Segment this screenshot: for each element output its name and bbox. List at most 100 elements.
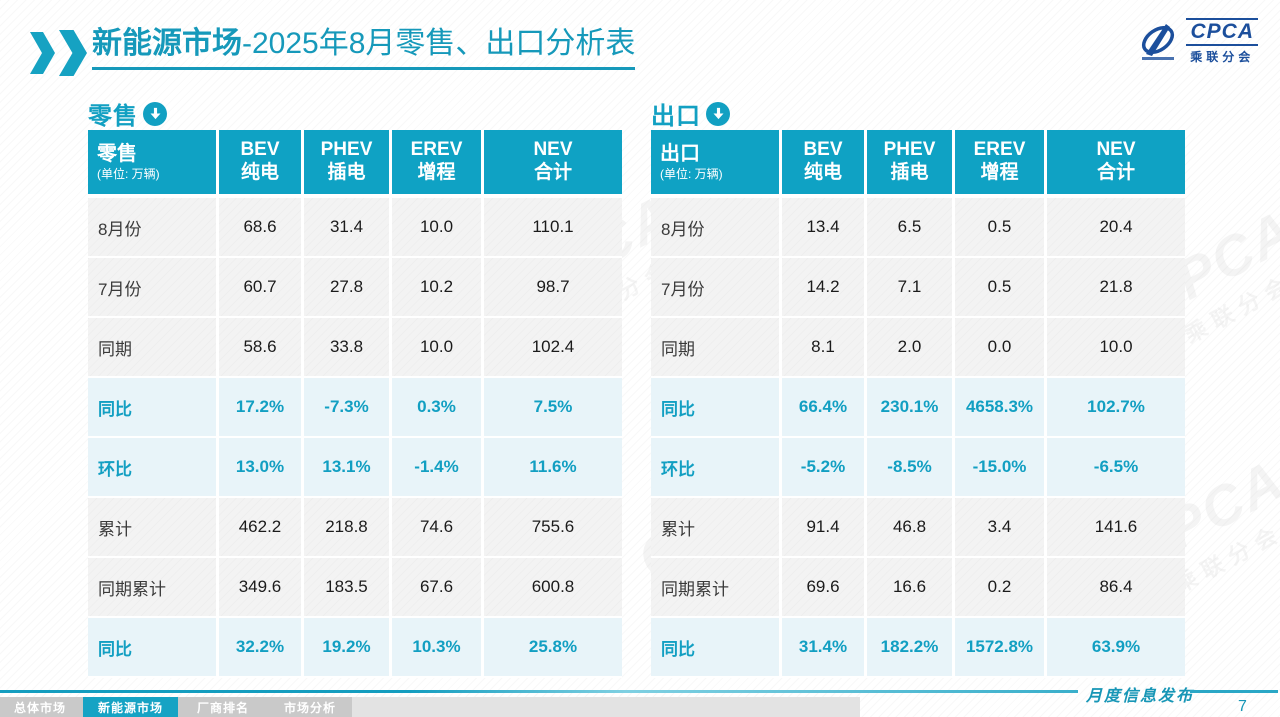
data-cell: 68.6 <box>219 198 304 258</box>
data-cell: 98.7 <box>484 258 622 318</box>
data-cell: 102.4 <box>484 318 622 378</box>
data-cell: 0.0 <box>955 318 1047 378</box>
table-row: 7月份 60.7 27.8 10.2 98.7 <box>88 258 622 318</box>
column-header: NEV 合计 <box>1047 130 1185 198</box>
row-label: 累计 <box>88 498 219 558</box>
table-row: 同比 31.4% 182.2% 1572.8% 63.9% <box>651 618 1185 678</box>
data-cell: 33.8 <box>304 318 392 378</box>
table-corner-header: 零售 (单位: 万辆) <box>88 130 219 198</box>
column-header: NEV 合计 <box>484 130 622 198</box>
column-header-line2: 增程 <box>417 162 456 183</box>
table-row: 同比 66.4% 230.1% 4658.3% 102.7% <box>651 378 1185 438</box>
row-label: 同比 <box>88 618 219 678</box>
row-label: 8月份 <box>88 198 219 258</box>
data-cell: -5.2% <box>782 438 867 498</box>
column-header-line2: 合计 <box>533 162 572 183</box>
data-cell: 46.8 <box>867 498 955 558</box>
cpca-logo-subtitle: 乘联分会 <box>1190 50 1255 64</box>
data-cell: 102.7% <box>1047 378 1185 438</box>
data-cell: 7.1 <box>867 258 955 318</box>
column-header-line2: 合计 <box>1096 162 1135 183</box>
data-cell: 31.4 <box>304 198 392 258</box>
data-cell: 3.4 <box>955 498 1047 558</box>
data-cell: 16.6 <box>867 558 955 618</box>
data-cell: 60.7 <box>219 258 304 318</box>
row-label: 7月份 <box>651 258 782 318</box>
table-row: 同比 17.2% -7.3% 0.3% 7.5% <box>88 378 622 438</box>
row-label: 同比 <box>651 618 782 678</box>
table-corner-title: 零售 <box>97 143 137 166</box>
row-label: 环比 <box>651 438 782 498</box>
data-cell: 462.2 <box>219 498 304 558</box>
data-cell: 11.6% <box>484 438 622 498</box>
data-cell: 182.2% <box>867 618 955 678</box>
column-header-line2: 插电 <box>890 162 929 183</box>
table-row: 环比 -5.2% -8.5% -15.0% -6.5% <box>651 438 1185 498</box>
cpca-logo-text: CPCA 乘联分会 <box>1186 18 1258 65</box>
data-table: 零售 (单位: 万辆) BEV 纯电 PHEV 插电 EREV 增程 NEV 合计 8月份 68.6 3… <box>88 130 622 678</box>
row-label: 同比 <box>651 378 782 438</box>
data-cell: 1572.8% <box>955 618 1047 678</box>
column-header-line1: PHEV <box>320 139 373 161</box>
cpca-swoosh-icon <box>1136 20 1180 64</box>
nav-tab[interactable]: 市场分析 <box>283 700 336 715</box>
nav-tab[interactable]: 厂商排名 <box>196 700 249 715</box>
data-cell: 6.5 <box>867 198 955 258</box>
nav-tab[interactable]: 新能源市场 <box>83 697 178 717</box>
data-cell: 13.4 <box>782 198 867 258</box>
data-cell: 10.0 <box>392 318 484 378</box>
data-cell: 67.6 <box>392 558 484 618</box>
footer-divider-line <box>1190 690 1278 693</box>
data-cell: 230.1% <box>867 378 955 438</box>
row-label: 8月份 <box>651 198 782 258</box>
row-label: 累计 <box>651 498 782 558</box>
row-label: 同期 <box>88 318 219 378</box>
column-header-line1: NEV <box>1096 139 1136 161</box>
row-label: 环比 <box>88 438 219 498</box>
cpca-logo-name: CPCA <box>1186 18 1258 46</box>
table-row: 同期累计 69.6 16.6 0.2 86.4 <box>651 558 1185 618</box>
data-cell: 218.8 <box>304 498 392 558</box>
data-cell: 69.6 <box>782 558 867 618</box>
export-section-title: 出口 <box>651 103 701 130</box>
data-cell: 10.0 <box>392 198 484 258</box>
footer-divider-line <box>0 690 1078 693</box>
data-cell: 4658.3% <box>955 378 1047 438</box>
data-table: 出口 (单位: 万辆) BEV 纯电 PHEV 插电 EREV 增程 NEV 合计 8月份 13.4 6… <box>651 130 1185 678</box>
data-cell: 110.1 <box>484 198 622 258</box>
data-cell: 91.4 <box>782 498 867 558</box>
data-cell: 17.2% <box>219 378 304 438</box>
data-cell: 25.8% <box>484 618 622 678</box>
data-cell: -7.3% <box>304 378 392 438</box>
table-row: 8月份 13.4 6.5 0.5 20.4 <box>651 198 1185 258</box>
table-row: 7月份 14.2 7.1 0.5 21.8 <box>651 258 1185 318</box>
retail-section-label: 零售 <box>88 96 167 131</box>
data-cell: 27.8 <box>304 258 392 318</box>
table-row: 累计 91.4 46.8 3.4 141.6 <box>651 498 1185 558</box>
page-number: 7 <box>1238 698 1247 715</box>
bottom-nav-extension <box>352 697 860 717</box>
table-row: 累计 462.2 218.8 74.6 755.6 <box>88 498 622 558</box>
column-header: BEV 纯电 <box>782 130 867 198</box>
data-cell: 13.1% <box>304 438 392 498</box>
column-header: PHEV 插电 <box>304 130 392 198</box>
column-header: EREV 增程 <box>955 130 1047 198</box>
page-title: 新能源市场-2025年8月零售、出口分析表 <box>92 26 636 70</box>
data-cell: 2.0 <box>867 318 955 378</box>
data-cell: 141.6 <box>1047 498 1185 558</box>
nav-tab[interactable]: 总体市场 <box>13 700 66 715</box>
footer-label: 月度信息发布 <box>1086 688 1195 705</box>
data-cell: -8.5% <box>867 438 955 498</box>
export-table: 出口 (单位: 万辆) BEV 纯电 PHEV 插电 EREV 增程 NEV 合计 8月份 13.4 6… <box>651 130 1185 678</box>
table-row: 同期 8.1 2.0 0.0 10.0 <box>651 318 1185 378</box>
data-cell: 600.8 <box>484 558 622 618</box>
column-header-line1: BEV <box>240 139 280 161</box>
data-cell: 7.5% <box>484 378 622 438</box>
data-cell: 86.4 <box>1047 558 1185 618</box>
table-row: 环比 13.0% 13.1% -1.4% 11.6% <box>88 438 622 498</box>
page-title-rest: -2025年8月零售、出口分析表 <box>242 27 636 60</box>
data-cell: 10.3% <box>392 618 484 678</box>
data-cell: 32.2% <box>219 618 304 678</box>
data-cell: 14.2 <box>782 258 867 318</box>
data-cell: 31.4% <box>782 618 867 678</box>
